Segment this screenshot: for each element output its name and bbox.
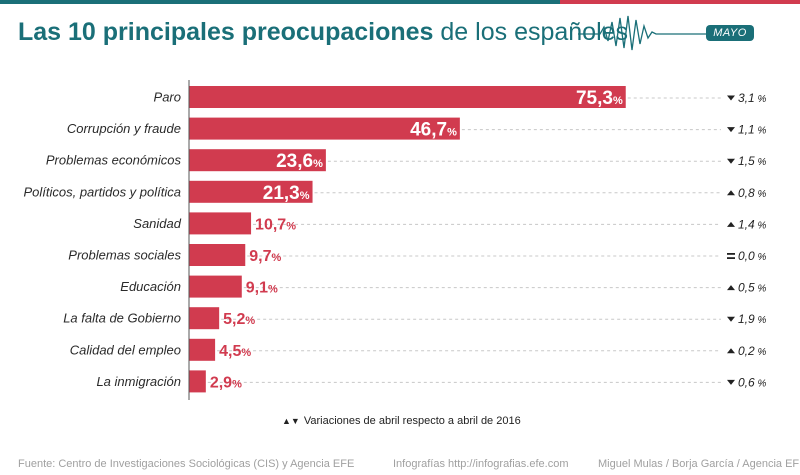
up-arrow-icon [727,221,735,227]
chart-title: Las 10 principales preocupaciones de los… [18,18,628,47]
bar [189,244,246,266]
down-arrow-icon [727,316,735,322]
change-label: 1,9 % [738,312,766,326]
change-label: 3,1 % [738,91,766,105]
top-bar-right [560,0,800,4]
change-label: 0,8 % [738,186,766,200]
bar [189,338,216,361]
up-arrow-icon [727,190,735,196]
value-label: 9,1% [246,280,278,297]
down-arrow-icon [727,95,735,101]
value-label: 75,3% [576,88,623,109]
change-label: 0,0 % [738,249,766,263]
down-arrow-icon [727,158,735,164]
equal-sign-icon [727,257,735,259]
top-bar-left [0,0,560,4]
title-bold: Las 10 principales preocupaciones [18,18,434,46]
bar [189,149,326,172]
value-label: 46,7% [410,120,457,141]
bar [189,212,252,235]
up-arrow-icon [727,285,735,291]
value-label: 2,9% [210,374,242,391]
category-label: Políticos, partidos y política [23,184,181,199]
footer-source: Fuente: Centro de Investigaciones Sociol… [18,458,355,470]
category-label: La falta de Gobierno [63,311,181,326]
change-label: 1,5 % [738,154,766,168]
heartbeat-wave-icon [578,15,706,51]
category-label: La inmigración [96,374,181,389]
value-label: 21,3% [263,183,310,204]
footer-authors: Miguel Mulas / Borja García / Agencia EF… [598,458,800,470]
title-normal: de los españoles [440,18,629,46]
top-color-bar [0,0,800,4]
change-label: 0,5 % [738,281,766,295]
bar [189,370,206,393]
bar [189,117,460,140]
change-label: 1,1 % [738,123,766,137]
up-arrow-icon [727,348,735,354]
category-label: Problemas sociales [68,248,181,263]
legend-text: Variaciones de abril respecto a abril de… [303,415,521,427]
change-label: 1,4 % [738,217,766,231]
legend: ▲▼ Variaciones de abril respecto a abril … [282,415,521,427]
category-label: Educación [120,279,181,294]
bar [189,275,242,298]
footer-web: Infografías http://infografias.efe.com [393,458,569,470]
value-label: 5,2% [223,311,255,328]
bar [189,86,626,108]
equal-sign-icon [727,253,735,255]
bar [189,307,220,330]
value-label: 23,6% [276,151,323,172]
down-arrow-icon [727,127,735,133]
category-label: Corrupción y fraude [67,121,181,136]
change-label: 0,2 % [738,344,766,358]
up-down-arrows-icon: ▲▼ [282,416,300,426]
category-label: Sanidad [133,216,181,231]
value-label: 9,7% [249,248,281,265]
month-badge: MAYO [706,25,754,41]
bar [189,180,313,203]
category-label: Paro [154,90,181,105]
value-label: 4,5% [219,343,251,360]
value-label: 10,7% [255,216,296,233]
category-label: Problemas económicos [46,153,182,168]
change-label: 0,6 % [738,375,766,389]
down-arrow-icon [727,379,735,385]
category-label: Calidad del empleo [70,342,181,357]
